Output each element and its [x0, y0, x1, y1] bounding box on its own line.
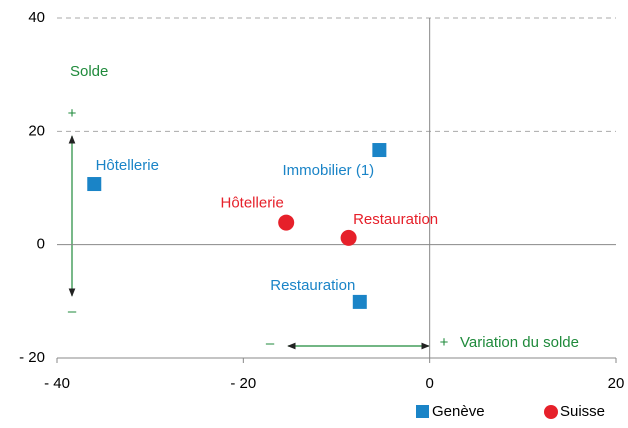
legend-label: Suisse: [560, 403, 605, 420]
point-label: Hôtellerie: [221, 195, 284, 212]
legend-label: Genève: [432, 403, 485, 420]
point: [278, 214, 295, 231]
annotation: +: [440, 334, 449, 351]
legend-swatch: [416, 405, 429, 418]
annotation: Variation du solde: [460, 334, 579, 351]
point-label: Restauration: [353, 211, 438, 228]
annotation: –: [266, 335, 275, 352]
y-tick-label: - 20: [19, 349, 45, 366]
point: [340, 229, 357, 246]
y-tick-label: 0: [37, 236, 45, 253]
x-tick-label: - 40: [44, 375, 70, 392]
point: [87, 177, 102, 192]
annotation: +: [68, 105, 77, 122]
annotation: Solde: [70, 63, 108, 80]
point-label: Restauration: [270, 277, 355, 294]
x-tick-label: 20: [608, 375, 625, 392]
point: [352, 294, 367, 309]
annotation: –: [68, 303, 77, 320]
x-tick-label: - 20: [230, 375, 256, 392]
point-label: Immobilier (1): [283, 162, 375, 179]
point-label: Hôtellerie: [96, 157, 159, 174]
legend-swatch: [544, 405, 558, 419]
point: [372, 143, 387, 158]
y-tick-label: 20: [28, 122, 45, 139]
y-tick-label: 40: [28, 9, 45, 26]
x-tick-label: 0: [425, 375, 433, 392]
